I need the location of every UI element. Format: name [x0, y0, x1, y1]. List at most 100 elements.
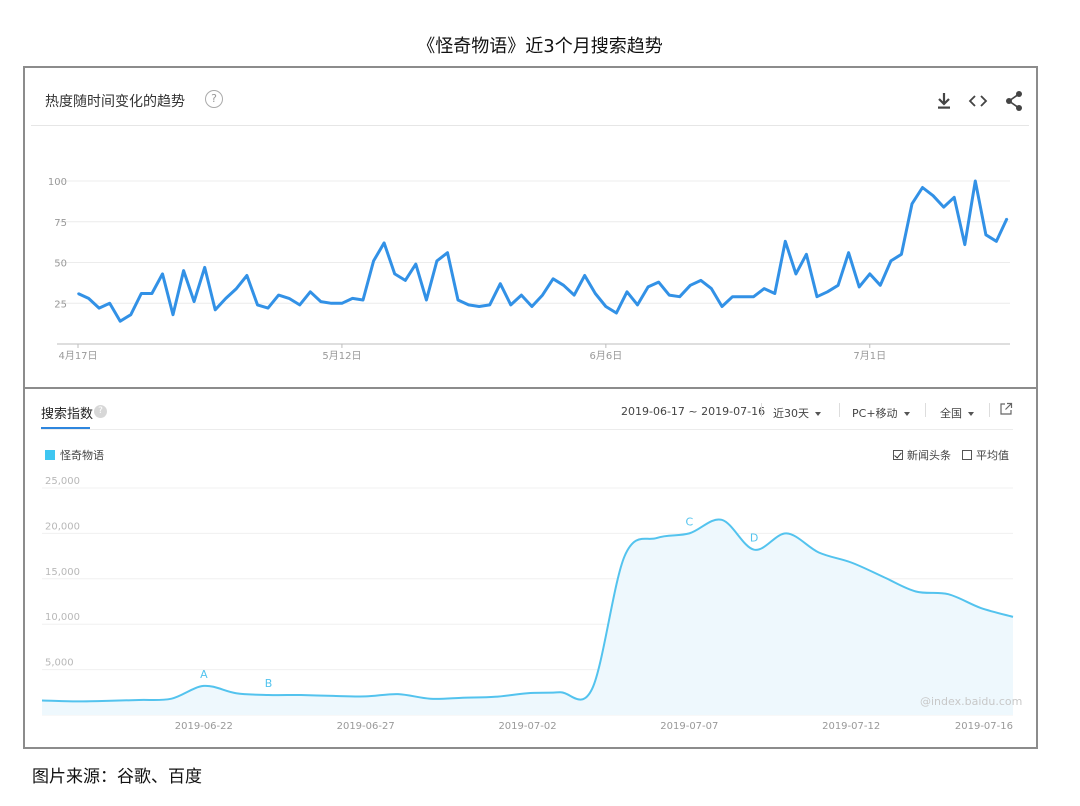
- data-point: [995, 240, 998, 243]
- image-source: 图片来源：谷歌、百度: [32, 767, 202, 787]
- annotation-label: B: [265, 677, 273, 690]
- data-point: [267, 307, 269, 309]
- annotation-label: C: [685, 515, 693, 528]
- data-point: [847, 251, 850, 254]
- data-point: [858, 286, 861, 288]
- data-point: [721, 305, 723, 308]
- data-point: [531, 305, 533, 308]
- y-tick-label: 50: [54, 259, 67, 270]
- data-point: [372, 260, 375, 262]
- legend-item[interactable]: 怪奇物语: [45, 447, 104, 463]
- annotation-label: A: [200, 668, 208, 681]
- data-point: [224, 297, 227, 300]
- checkbox-icon: [962, 450, 972, 460]
- data-point: [1006, 217, 1008, 220]
- data-point: [657, 281, 660, 283]
- device-label: PC+移动: [852, 407, 898, 420]
- region-dropdown[interactable]: 全国: [940, 405, 974, 421]
- divider: [839, 403, 840, 417]
- series-line: [41, 518, 1014, 703]
- data-point: [404, 279, 407, 282]
- data-point: [193, 300, 195, 303]
- period-label: 近30天: [773, 407, 809, 420]
- period-dropdown[interactable]: 近30天: [773, 405, 821, 421]
- date-range[interactable]: 2019-06-17 ~ 2019-07-16: [621, 405, 766, 418]
- data-point: [805, 253, 808, 256]
- divider: [925, 403, 926, 417]
- divider: [989, 403, 990, 417]
- data-point: [351, 297, 354, 300]
- data-point: [309, 291, 312, 293]
- data-point: [87, 297, 90, 300]
- data-point: [119, 320, 122, 322]
- data-point: [594, 292, 597, 295]
- x-tick-label: 2019-07-16: [955, 721, 1013, 732]
- help-icon[interactable]: ?: [205, 90, 223, 108]
- data-point: [362, 299, 364, 301]
- tab-search-index[interactable]: 搜索指数: [41, 407, 94, 422]
- data-point: [467, 304, 470, 306]
- series-area: [42, 519, 1013, 715]
- download-icon[interactable]: [933, 90, 955, 112]
- x-tick-label: 2019-07-07: [660, 721, 718, 732]
- data-point: [552, 278, 554, 280]
- x-tick-label: 6月6日: [589, 350, 622, 362]
- data-point: [636, 304, 639, 306]
- data-point: [330, 302, 333, 305]
- average-checkbox-label: 平均值: [976, 449, 1009, 462]
- google-trends-chart: 25 50 75 100 4月17日 5月12日 6月6日 7月1日: [48, 177, 1010, 362]
- data-point: [446, 251, 449, 254]
- news-checkbox[interactable]: 新闻头条: [893, 447, 951, 463]
- y-tick-label: 15,000: [45, 567, 80, 578]
- average-checkbox[interactable]: 平均值: [962, 447, 1009, 463]
- data-point: [795, 273, 797, 275]
- data-point: [541, 294, 544, 296]
- data-point: [108, 302, 111, 305]
- data-point: [320, 300, 322, 303]
- data-point: [235, 287, 238, 290]
- data-point: [140, 292, 143, 295]
- y-tick-label: 75: [54, 218, 67, 229]
- embed-code-icon[interactable]: [967, 90, 989, 112]
- data-point: [911, 203, 913, 205]
- data-point: [784, 240, 787, 243]
- data-point: [256, 304, 259, 306]
- data-point: [615, 312, 618, 314]
- data-point: [151, 292, 153, 295]
- data-point: [752, 295, 755, 298]
- y-tick-label: 25,000: [45, 476, 80, 487]
- data-point: [942, 206, 945, 208]
- x-tick-label: 4月17日: [58, 350, 97, 362]
- x-tick-label: 5月12日: [322, 350, 361, 362]
- data-point: [499, 282, 502, 285]
- watermark: @index.baidu.com: [920, 695, 1023, 708]
- y-tick-label: 20,000: [45, 521, 80, 532]
- google-trends-title: 热度随时间变化的趋势: [45, 94, 185, 110]
- legend-label: 怪奇物语: [60, 449, 104, 462]
- data-point: [963, 243, 966, 246]
- data-point: [415, 263, 417, 265]
- device-dropdown[interactable]: PC+移动: [852, 405, 910, 421]
- y-tick-label: 5,000: [45, 658, 74, 669]
- data-point: [700, 279, 702, 282]
- share-icon[interactable]: [1003, 90, 1025, 112]
- y-tick-label: 10,000: [45, 612, 80, 623]
- data-point: [773, 292, 776, 295]
- data-point: [436, 260, 438, 262]
- data-point: [488, 304, 491, 306]
- data-point: [668, 294, 670, 296]
- data-point: [341, 302, 343, 305]
- external-link-icon[interactable]: [999, 402, 1013, 419]
- annotation-label: D: [750, 532, 758, 545]
- data-point: [678, 295, 681, 298]
- data-point: [277, 294, 280, 296]
- data-point: [98, 307, 100, 309]
- data-point: [731, 295, 734, 298]
- legend-swatch: [45, 450, 55, 460]
- baidu-index-panel: 搜索指数 ? 2019-06-17 ~ 2019-07-16 近30天 PC+移…: [23, 389, 1038, 749]
- data-point: [985, 233, 987, 236]
- help-icon[interactable]: ?: [94, 405, 107, 418]
- news-checkbox-label: 新闻头条: [907, 449, 951, 462]
- data-point: [172, 313, 174, 316]
- checkbox-checked-icon: [893, 450, 903, 460]
